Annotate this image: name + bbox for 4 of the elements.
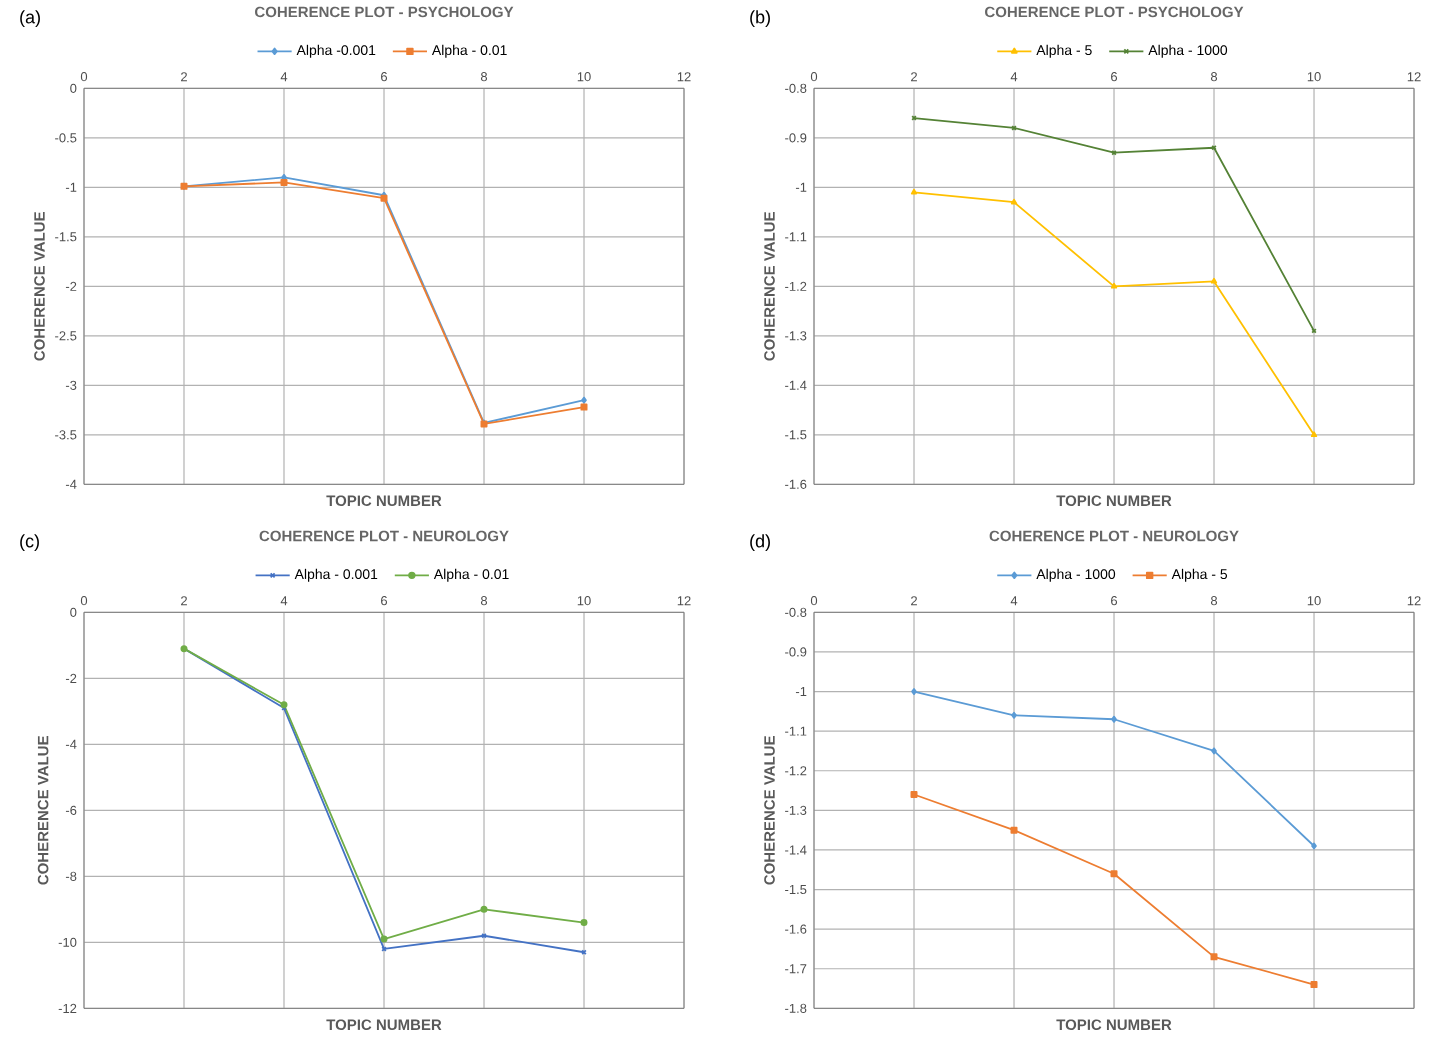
text: (b)	[750, 10, 770, 27]
text: (d)	[750, 534, 770, 551]
text: (a)	[20, 10, 40, 27]
text: (c)	[20, 534, 39, 551]
